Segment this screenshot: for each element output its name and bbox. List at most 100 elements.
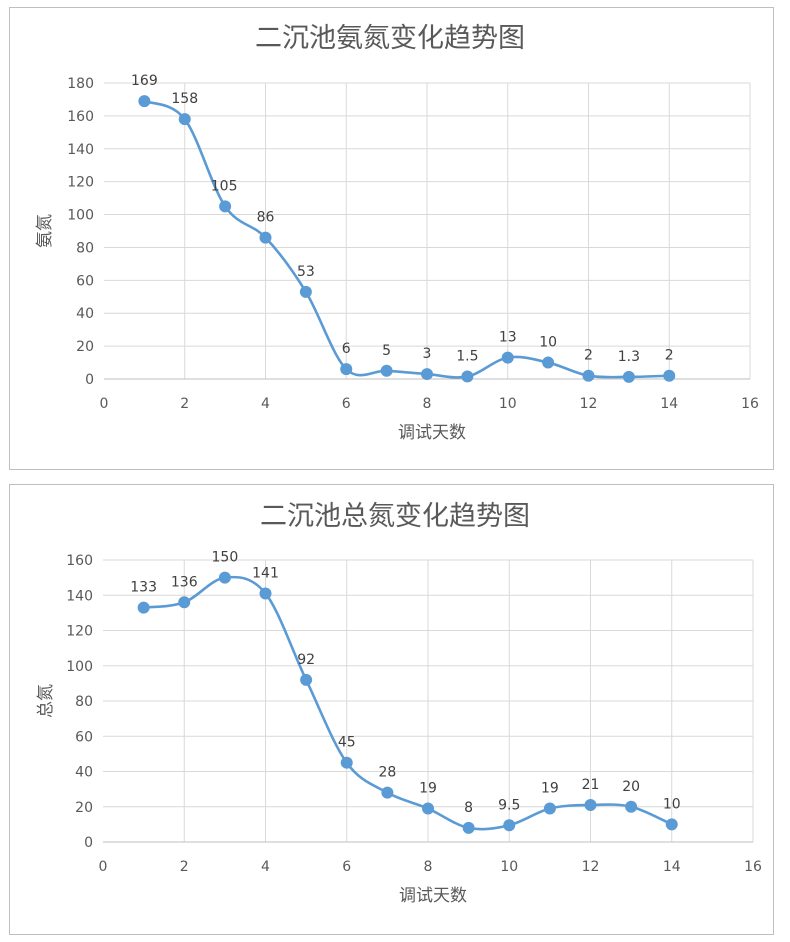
data-point (663, 369, 676, 382)
x-tick-label: 8 (423, 396, 432, 412)
data-label: 5 (382, 343, 391, 359)
data-label: 10 (539, 335, 557, 351)
data-point (462, 821, 475, 834)
x-tick-label: 4 (261, 859, 270, 875)
data-point (584, 798, 597, 811)
ammonia-chart: 二沉池氨氮变化趋势图 0 20 40 60 80 100 120 140 160 180 0 2 4 6 8 1… (9, 7, 774, 470)
x-tick-label: 14 (660, 396, 678, 412)
y-tick-label: 140 (67, 142, 94, 158)
data-label: 45 (338, 735, 356, 751)
chart-title: 二沉池氨氮变化趋势图 (255, 23, 525, 54)
data-point (340, 363, 353, 376)
data-point (542, 356, 555, 369)
x-tick-label: 8 (424, 859, 433, 875)
x-tick-label: 2 (180, 396, 189, 412)
x-tick-label: 10 (500, 859, 518, 875)
data-point (178, 596, 191, 609)
data-label: 19 (419, 781, 437, 797)
data-label: 105 (211, 178, 238, 194)
data-label: 10 (663, 796, 681, 812)
y-tick-label: 40 (75, 765, 93, 781)
data-point (138, 95, 151, 108)
data-point (503, 819, 516, 832)
data-label: 136 (171, 574, 198, 590)
data-label: 3 (423, 346, 432, 362)
x-tick-label: 6 (342, 396, 351, 412)
x-tick-label: 14 (663, 859, 681, 875)
data-point (137, 601, 150, 614)
data-point (501, 351, 514, 364)
data-point (300, 673, 313, 686)
data-point (421, 368, 433, 381)
data-point (665, 818, 678, 831)
x-tick-label: 2 (180, 859, 189, 875)
y-tick-label: 140 (66, 588, 93, 604)
data-point (422, 802, 434, 815)
data-label: 169 (131, 73, 158, 89)
data-label: 6 (342, 341, 351, 357)
y-tick-label: 160 (67, 109, 94, 125)
data-label: 13 (499, 330, 517, 346)
data-point (259, 587, 272, 600)
y-tick-label: 180 (67, 76, 94, 92)
y-tick-label: 120 (67, 175, 94, 191)
x-tick-label: 6 (342, 859, 351, 875)
y-tick-label: 100 (66, 659, 93, 675)
data-point (380, 364, 393, 377)
data-label: 141 (252, 565, 279, 581)
data-label: 2 (665, 348, 674, 364)
ammonia-chart-svg: 二沉池氨氮变化趋势图 0 20 40 60 80 100 120 140 160 180 0 2 4 6 8 1… (35, 23, 759, 443)
y-tick-label: 80 (76, 240, 94, 256)
data-label: 1.5 (456, 349, 478, 365)
x-axis-label: 调试天数 (398, 423, 466, 443)
y-tick-label: 160 (66, 553, 93, 569)
chart-title: 二沉池总氮变化趋势图 (260, 501, 530, 532)
x-axis-label: 调试天数 (399, 886, 467, 906)
data-point (461, 370, 474, 383)
y-tick-label: 100 (67, 208, 94, 224)
data-point (582, 369, 595, 382)
y-tick-label: 60 (75, 729, 93, 745)
data-point (622, 370, 635, 383)
data-point (625, 800, 638, 813)
x-tick-label: 10 (499, 396, 517, 412)
data-label: 92 (297, 652, 315, 668)
y-axis-label: 总氮 (36, 684, 56, 718)
data-label: 19 (541, 781, 559, 797)
data-point (259, 231, 272, 244)
x-tick-label: 0 (100, 396, 109, 412)
series-line (143, 575, 673, 831)
y-tick-label: 120 (66, 624, 93, 640)
y-tick-label: 0 (84, 835, 93, 851)
data-label: 28 (378, 765, 396, 781)
data-label: 20 (622, 779, 640, 795)
y-axis-label: 氨氮 (35, 214, 55, 248)
x-tick-label: 4 (261, 396, 270, 412)
data-point (178, 113, 191, 126)
x-tick-label: 16 (744, 859, 762, 875)
x-tick-label: 12 (582, 859, 600, 875)
data-label: 1.3 (618, 349, 640, 365)
data-label: 53 (297, 264, 315, 280)
y-tick-label: 0 (85, 372, 94, 388)
data-point (299, 285, 312, 298)
data-point (218, 571, 231, 584)
data-label: 150 (212, 550, 239, 566)
total-nitrogen-chart-svg: 二沉池总氮变化趋势图 0 20 40 60 80 100 120 140 160 0 2 4 6 8 10 12… (36, 501, 762, 906)
data-point (543, 802, 556, 815)
data-label: 86 (257, 210, 275, 226)
y-tick-label: 80 (75, 694, 93, 710)
total-nitrogen-chart: 二沉池总氮变化趋势图 0 20 40 60 80 100 120 140 160 0 2 4 6 8 10 12… (9, 484, 774, 935)
y-tick-label: 20 (75, 800, 93, 816)
data-point (381, 786, 394, 799)
data-label: 8 (464, 800, 473, 816)
data-label: 9.5 (498, 797, 520, 813)
y-tick-label: 40 (76, 306, 94, 322)
series-line (143, 99, 670, 379)
data-label: 158 (171, 91, 198, 107)
data-label: 133 (130, 580, 157, 596)
data-label: 21 (582, 777, 600, 793)
x-tick-label: 16 (741, 396, 759, 412)
y-tick-label: 20 (76, 339, 94, 355)
x-tick-label: 0 (99, 859, 108, 875)
